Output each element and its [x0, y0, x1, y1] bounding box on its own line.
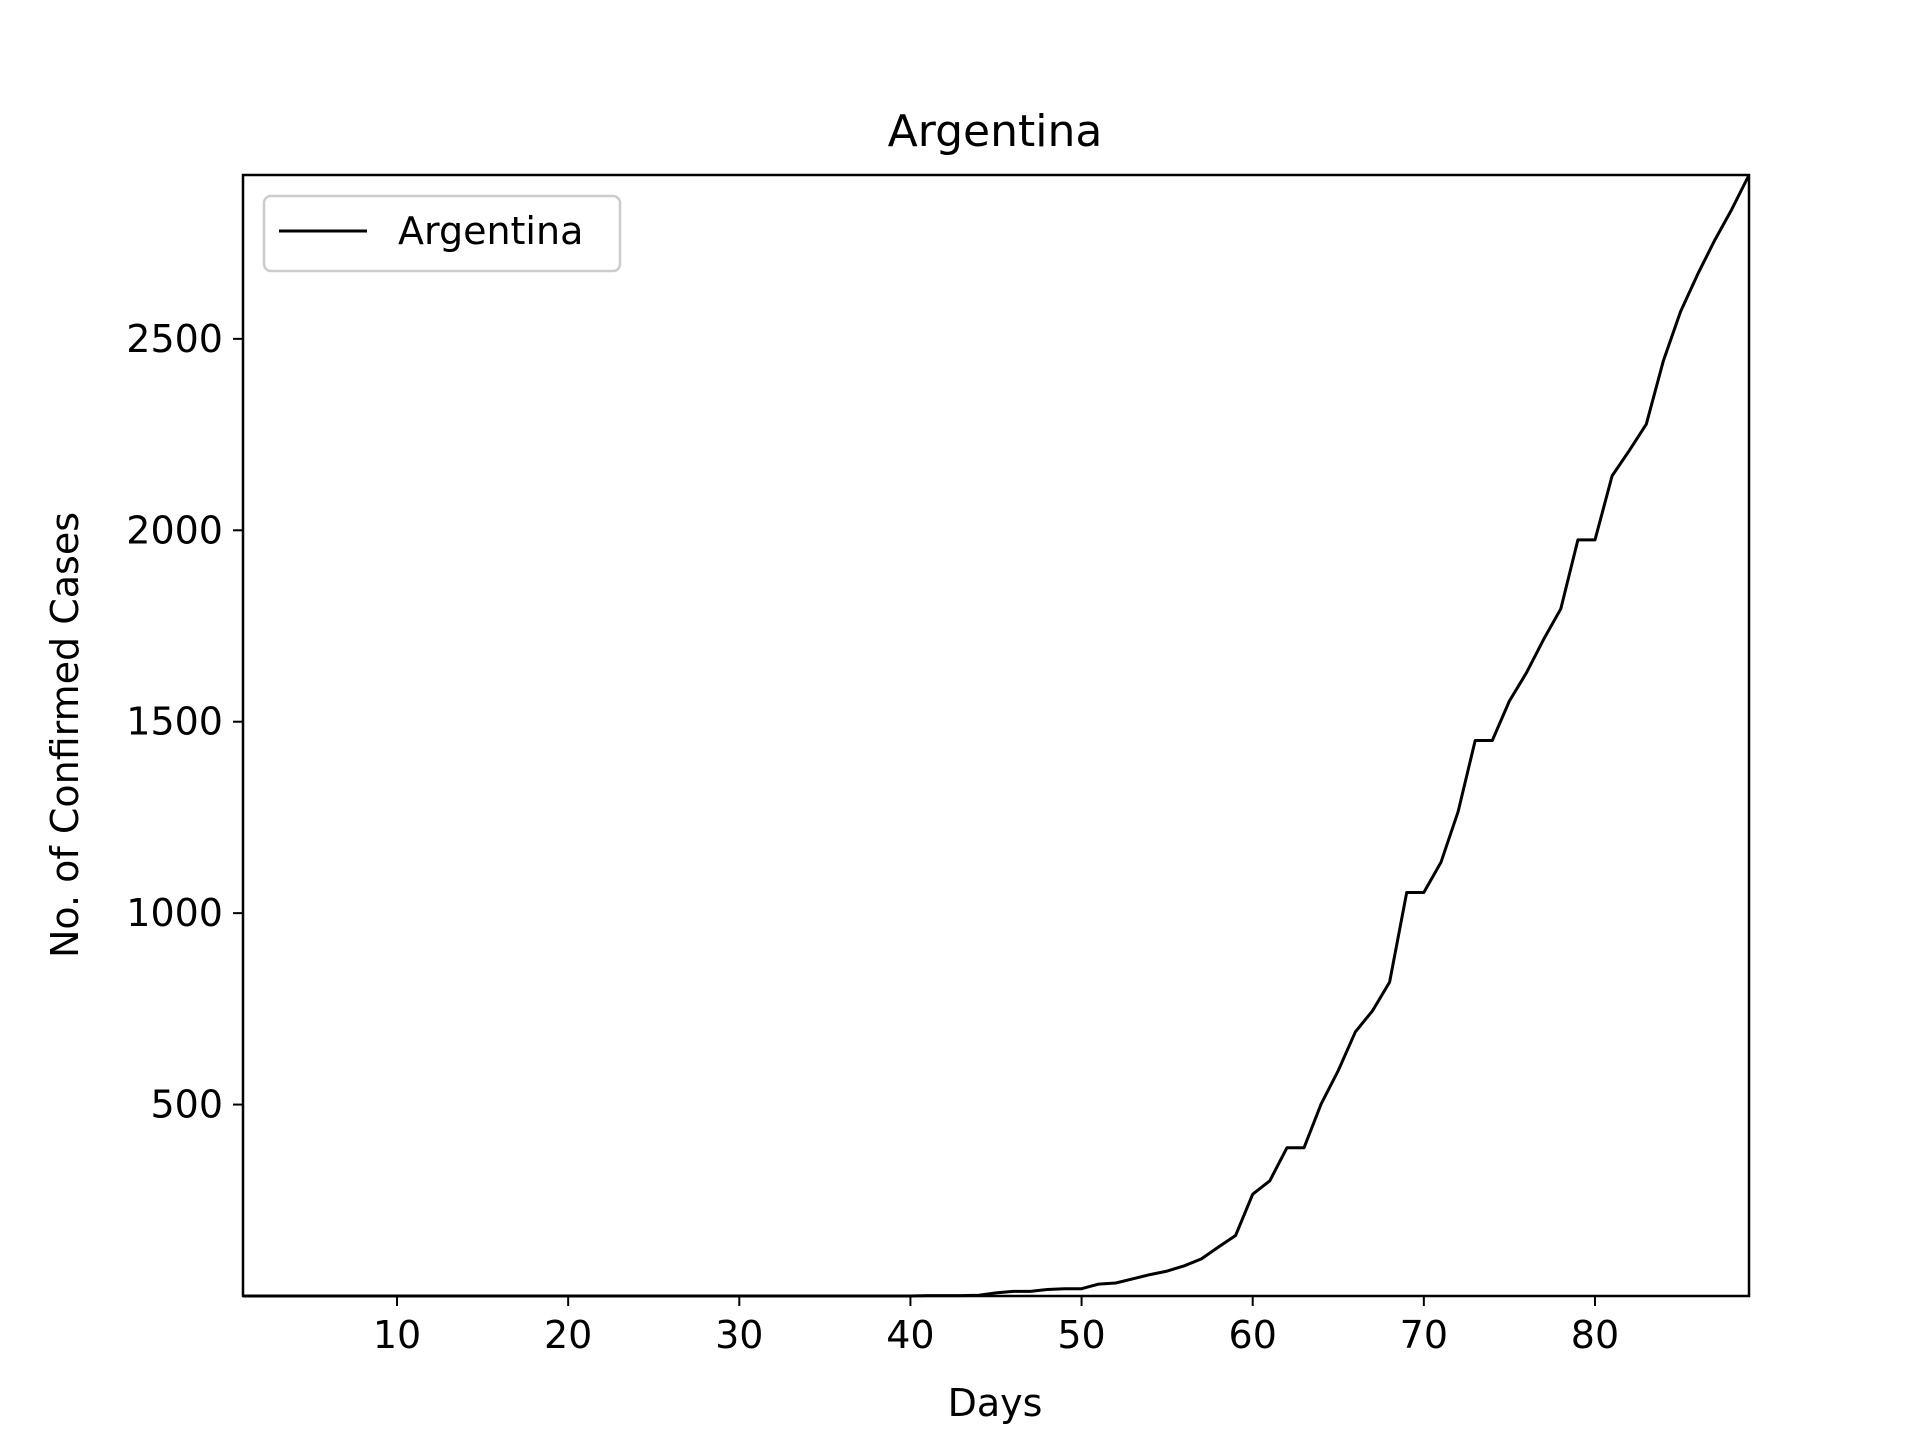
- y-tick-label: 500: [150, 1083, 223, 1127]
- y-axis-label: No. of Confirmed Cases: [43, 512, 87, 958]
- chart-title: Argentina: [888, 106, 1103, 157]
- x-tick-label: 30: [715, 1313, 763, 1357]
- x-tick-label: 50: [1057, 1313, 1105, 1357]
- x-tick-label: 10: [373, 1313, 421, 1357]
- y-tick-label: 2500: [126, 317, 223, 361]
- y-tick-label: 1000: [126, 891, 223, 935]
- y-tick-label: 1500: [126, 700, 223, 744]
- legend-label: Argentina: [398, 209, 583, 253]
- plot-frame: [241, 173, 1751, 1298]
- legend-box: [262, 194, 622, 273]
- y-axis-ticks: 500 1000 1500 2000 2500: [126, 317, 243, 1127]
- x-tick-label: 60: [1229, 1313, 1277, 1357]
- x-tick-label: 40: [886, 1313, 934, 1357]
- x-tick-label: 20: [544, 1313, 592, 1357]
- legend: Argentina: [262, 194, 622, 273]
- x-axis-label: Days: [948, 1381, 1043, 1425]
- x-tick-label: 70: [1400, 1313, 1448, 1357]
- y-tick-label: 2000: [126, 508, 223, 552]
- x-axis-ticks: 10 20 30 40 50 60 70 80: [373, 1296, 1619, 1357]
- x-tick-label: 80: [1571, 1313, 1619, 1357]
